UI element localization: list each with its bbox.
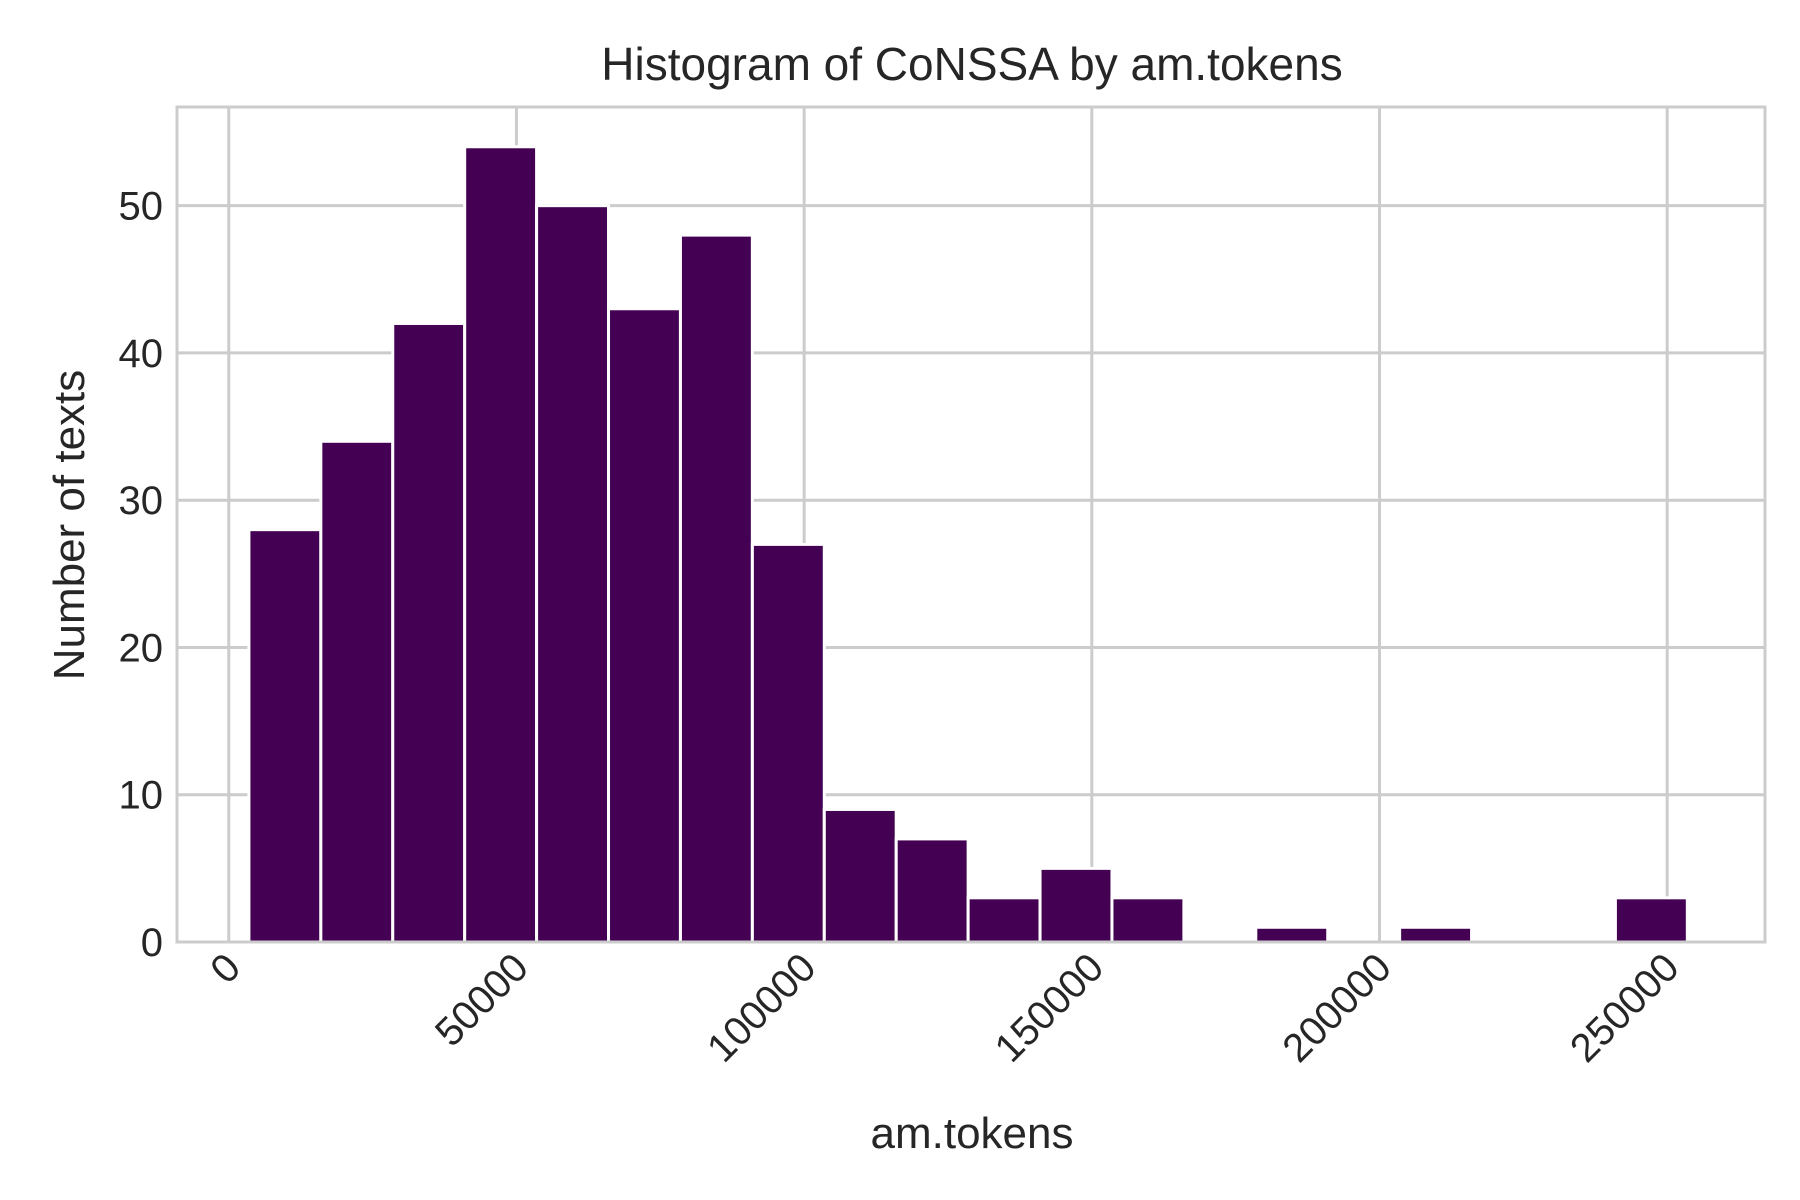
plot-frame xyxy=(175,105,1767,944)
histogram-bar xyxy=(607,307,682,944)
histogram-bar xyxy=(1398,925,1474,944)
y-tick-label: 0 xyxy=(141,921,163,965)
x-tick-label: 250000 xyxy=(1562,945,1688,1071)
x-tick-label: 100000 xyxy=(699,945,825,1071)
histogram-bar xyxy=(535,204,611,944)
histogram-bar xyxy=(1613,896,1689,944)
histogram-bar xyxy=(894,837,970,944)
histogram-bar xyxy=(1110,896,1186,944)
x-tick-label: 200000 xyxy=(1274,945,1400,1071)
x-axis-label: am.tokens xyxy=(871,1109,1074,1158)
y-tick-label: 30 xyxy=(119,479,164,523)
histogram-bar xyxy=(822,807,898,944)
histogram-bar xyxy=(966,896,1042,944)
histogram-bar xyxy=(678,233,754,944)
histogram-bar xyxy=(463,145,539,944)
x-tick-labels: 0 50000 100000 150000 200000 250000 xyxy=(202,945,1687,1071)
histogram-bar xyxy=(1038,866,1114,944)
x-tick-label: 50000 xyxy=(427,945,537,1055)
chart-title: Histogram of CoNSSA by am.tokens xyxy=(601,38,1342,90)
y-tick-label: 50 xyxy=(119,185,164,229)
y-tick-label: 40 xyxy=(119,332,164,376)
histogram-bar xyxy=(1254,925,1330,944)
histogram-bars xyxy=(247,145,1689,944)
y-axis-label: Number of texts xyxy=(45,370,94,681)
x-tick-label: 0 xyxy=(202,945,249,992)
histogram-bar xyxy=(750,542,826,944)
y-tick-label: 10 xyxy=(119,774,164,818)
x-tick-label: 150000 xyxy=(987,945,1113,1071)
histogram-bar xyxy=(391,321,467,944)
histogram-bar xyxy=(319,439,395,944)
y-tick-label: 20 xyxy=(119,626,164,670)
histogram-bar xyxy=(247,528,323,944)
y-tick-labels: 0 10 20 30 40 50 xyxy=(119,185,164,965)
